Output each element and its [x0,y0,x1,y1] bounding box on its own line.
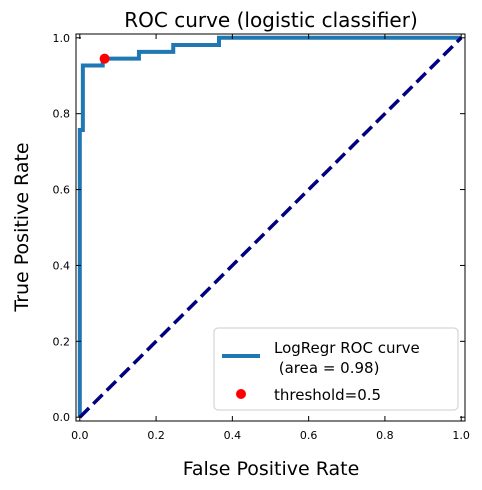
y-tick-label: 0.0 [53,411,71,424]
legend-point-swatch [236,389,246,399]
x-tick-label: 0.2 [147,429,165,442]
chance-diagonal-line [78,36,463,419]
legend-entry-roc-line1: LogRegr ROC curve [274,339,420,357]
plot-area [75,33,466,422]
plot-frame [75,33,466,422]
x-tick-label: 0.4 [224,429,242,442]
y-tick-label: 1.0 [53,32,71,45]
y-tick-label: 0.2 [53,335,71,348]
threshold-point [99,53,110,64]
y-tick-label: 0.4 [53,259,71,272]
x-tick-label: 1.0 [452,429,470,442]
y-tick-label: 0.6 [53,184,71,197]
y-axis-label: True Positive Rate [11,142,33,312]
chart-title: ROC curve (logistic classifier) [124,8,418,32]
x-tick-label: 0.0 [71,429,89,442]
x-axis-label: False Positive Rate [183,458,360,480]
x-tick-label: 0.8 [376,429,394,442]
legend: LogRegr ROC curve (area = 0.98) threshol… [213,327,459,411]
legend-entry-roc-line2: (area = 0.98) [274,359,379,377]
x-tick-label: 0.6 [300,429,318,442]
legend-box [213,327,459,411]
legend-entry-threshold: threshold=0.5 [274,386,381,404]
roc-curve-line [77,35,462,418]
y-tick-label: 0.8 [53,108,71,121]
axis-ticks: 0.0 0.2 0.4 0.6 0.8 1.0 0.0 0.2 0.4 0.6 0.8 1.0 [53,32,470,442]
